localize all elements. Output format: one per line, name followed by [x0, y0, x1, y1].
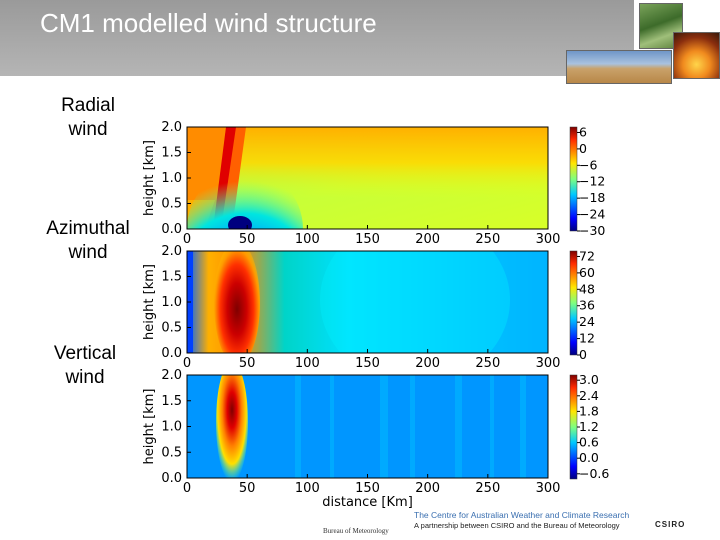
x-tick-label: 150 [355, 356, 380, 371]
y-tick-label: 1.0 [161, 295, 182, 310]
farm-photo [566, 50, 672, 84]
x-tick-label: 50 [239, 356, 256, 371]
colorbar-tick-label: −6 [579, 157, 597, 172]
y-tick-label: 2.0 [161, 244, 182, 259]
colorbar-tick-label: 0.6 [579, 435, 599, 450]
x-tick-label: 250 [475, 356, 500, 371]
x-tick-label: 50 [239, 232, 256, 247]
y-tick-label: 1.0 [161, 171, 182, 186]
colorbar-tick-label: −18 [579, 190, 605, 205]
y-tick-label: 0.0 [161, 346, 182, 361]
x-tick-label: 0 [183, 232, 191, 247]
footer-partnership: A partnership between CSIRO and the Bure… [414, 521, 620, 530]
label-vertical-wind: Vertical wind [53, 343, 117, 388]
y-tick-label: 1.5 [161, 146, 182, 161]
y-tick-label: 2.0 [161, 368, 182, 383]
x-tick-label: 300 [536, 356, 561, 371]
csiro-logo: CSIRO [655, 520, 686, 529]
colorbar-tick-label: 2.4 [579, 388, 599, 403]
colorbar-tick-label: 6 [579, 124, 587, 139]
slide-header: CM1 modelled wind structure [0, 0, 634, 76]
x-tick-label: 100 [295, 481, 320, 496]
y-tick-label: 0.5 [161, 445, 182, 460]
colorbar-tick-label: 36 [579, 298, 595, 313]
label-radial-wind: Radial wind [61, 95, 115, 140]
x-tick-label: 300 [536, 232, 561, 247]
x-tick-label: 0 [183, 356, 191, 371]
colorbar-tick-label: 60 [579, 265, 595, 280]
y-tick-label: 0.5 [161, 321, 182, 336]
x-tick-label: 200 [415, 356, 440, 371]
colorbar-tick-label: 1.8 [579, 403, 599, 418]
x-tick-label: 250 [475, 232, 500, 247]
vertical-colorbar [569, 374, 578, 480]
y-tick-label: 1.5 [161, 270, 182, 285]
y-tick-label: 0.0 [161, 471, 182, 486]
x-tick-label: 150 [355, 481, 380, 496]
x-axis-label: distance [Km] [322, 495, 413, 510]
y-axis-label: height [km] [142, 264, 157, 340]
colorbar-tick-label: −12 [579, 174, 605, 189]
footer-centre-name: The Centre for Australian Weather and Cl… [414, 510, 630, 520]
x-tick-label: 100 [295, 356, 320, 371]
y-tick-label: 0.0 [161, 222, 182, 237]
radial-wind-field [187, 127, 548, 229]
colorbar-tick-label: −30 [579, 223, 605, 238]
label-azimuthal-wind: Azimuthal wind [46, 218, 130, 263]
x-tick-label: 250 [475, 481, 500, 496]
colorbar-tick-label: 24 [579, 314, 595, 329]
x-tick-label: 150 [355, 232, 380, 247]
y-tick-label: 1.0 [161, 420, 182, 435]
slide-title: CM1 modelled wind structure [40, 8, 377, 38]
colorbar-tick-label: −24 [579, 207, 605, 222]
colorbar-tick-label: 3.0 [579, 372, 599, 387]
y-tick-label: 1.5 [161, 394, 182, 409]
x-tick-label: 100 [295, 232, 320, 247]
bom-logo: Bureau of Meteorology [323, 527, 389, 535]
x-tick-label: 300 [536, 481, 561, 496]
colorbar-tick-label: 72 [579, 248, 595, 263]
x-tick-label: 0 [183, 481, 191, 496]
colorbar-tick-label: 0 [579, 347, 587, 362]
y-tick-label: 2.0 [161, 120, 182, 135]
colorbar-tick-label: 0 [579, 141, 587, 156]
y-tick-label: 0.5 [161, 197, 182, 212]
colorbar-tick-label: 48 [579, 281, 595, 296]
colorbar-tick-label: 12 [579, 331, 595, 346]
x-tick-label: 200 [415, 481, 440, 496]
colorbar-tick-label: 1.2 [579, 419, 599, 434]
colorbar-tick-label: −0.6 [579, 466, 609, 481]
x-tick-label: 200 [415, 232, 440, 247]
azimuthal-wind-field [187, 251, 548, 353]
radial-colorbar [569, 126, 578, 232]
colorbar-tick-label: 0.0 [579, 450, 599, 465]
x-tick-label: 50 [239, 481, 256, 496]
y-axis-label: height [km] [142, 140, 157, 216]
y-axis-label: height [km] [142, 389, 157, 465]
azimuthal-colorbar [569, 250, 578, 356]
vertical-wind-field [187, 375, 548, 478]
